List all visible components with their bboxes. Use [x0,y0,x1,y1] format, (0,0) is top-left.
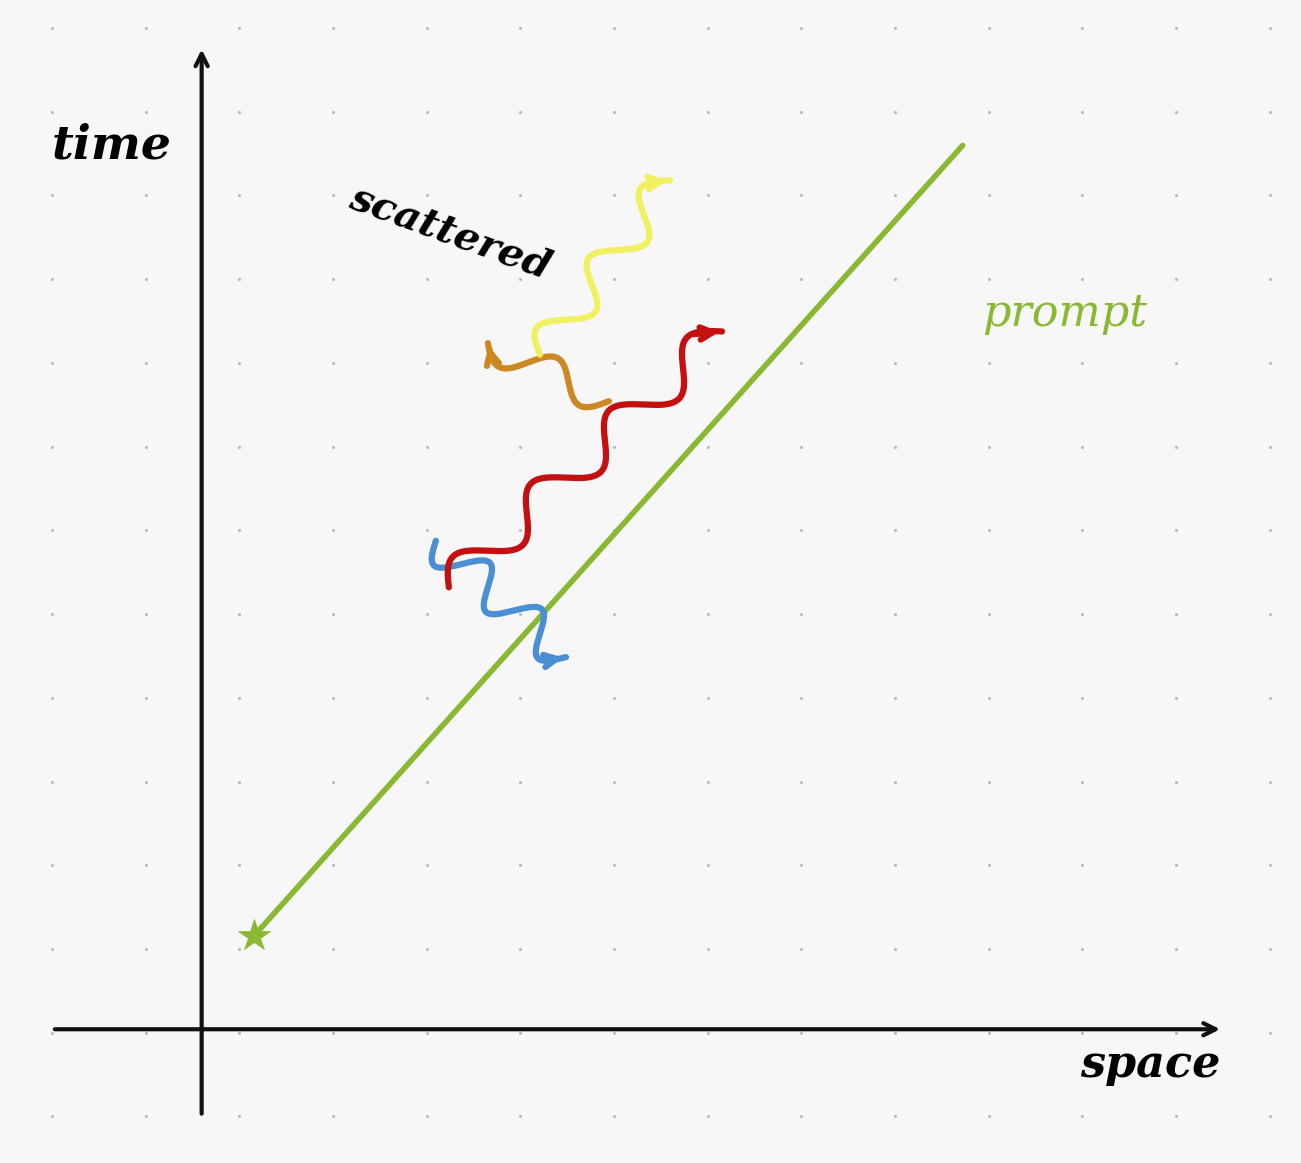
Text: time: time [52,122,172,169]
Text: space: space [1080,1043,1220,1085]
Text: scattered: scattered [345,179,556,286]
Text: prompt: prompt [982,292,1147,335]
